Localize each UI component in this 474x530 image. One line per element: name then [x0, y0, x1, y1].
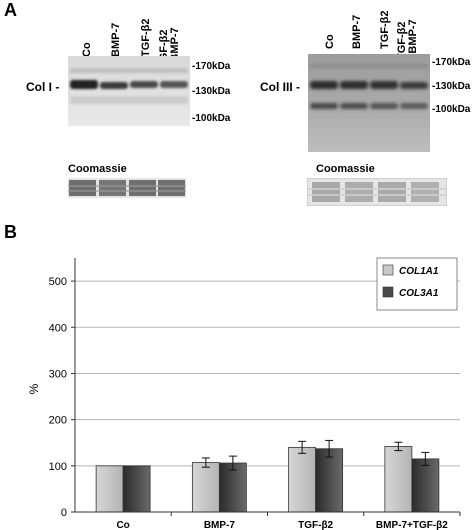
mw-marker: -100kDa — [192, 113, 231, 124]
mw-marker: -170kDa — [192, 61, 231, 72]
y-tick-label: 300 — [49, 368, 67, 380]
coomassie-label-right: Coomassie — [316, 163, 375, 175]
mw-marker: -100kDa — [432, 104, 471, 115]
x-tick-label: BMP-7+TGF-β2 — [376, 520, 448, 530]
y-tick-label: 200 — [49, 415, 67, 427]
y-axis-label: % — [27, 383, 41, 394]
bar-col3a1 — [122, 465, 151, 513]
y-tick-label: 400 — [49, 322, 67, 334]
col3-label: Col III - — [260, 80, 300, 94]
x-tick-label: BMP-7 — [204, 520, 236, 530]
legend-swatch — [382, 264, 394, 276]
y-tick-label: 0 — [61, 507, 67, 519]
coomassie-stain-left — [68, 178, 186, 198]
bar-col1a1 — [95, 465, 124, 513]
legend-label: COL3A1 — [399, 288, 439, 299]
coomassie-label-left: Coomassie — [68, 163, 127, 175]
bar-col1a1 — [384, 446, 413, 513]
legend-label: COL1A1 — [399, 266, 439, 277]
bar-col1a1 — [191, 462, 220, 513]
y-tick-label: 500 — [49, 276, 67, 288]
col3-western-blot — [308, 54, 430, 152]
x-tick-label: TGF-β2 — [298, 520, 333, 530]
panel-b-letter: B — [4, 222, 17, 242]
coomassie-stain-right — [307, 178, 447, 206]
y-tick-label: 100 — [49, 461, 67, 473]
bar-col3a1 — [411, 458, 440, 513]
legend-swatch — [382, 286, 394, 298]
bar-col1a1 — [288, 446, 317, 513]
panel-a-letter: A — [4, 0, 17, 20]
lane-label: Co — [81, 42, 93, 57]
x-tick-label: Co — [116, 520, 129, 530]
mw-marker: -130kDa — [192, 86, 231, 97]
mw-marker: -170kDa — [432, 57, 471, 68]
lane-label: BMP-7 — [110, 22, 122, 57]
bar-col3a1 — [315, 448, 344, 513]
lane-label: TGF-β2 — [140, 18, 152, 58]
lane-label: TGF-β2 — [379, 10, 391, 50]
lane-label: Co — [324, 34, 336, 49]
mw-marker: -130kDa — [432, 81, 471, 92]
collagen-expression-bar-chart: 0 100 200 300 400 500% Co BMP-7 TGF-β2 BMP-7+TGF-… — [27, 257, 461, 530]
lane-label: BMP-7 — [351, 14, 363, 49]
col1-western-blot — [68, 56, 190, 126]
col1-label: Col I - — [26, 80, 60, 94]
